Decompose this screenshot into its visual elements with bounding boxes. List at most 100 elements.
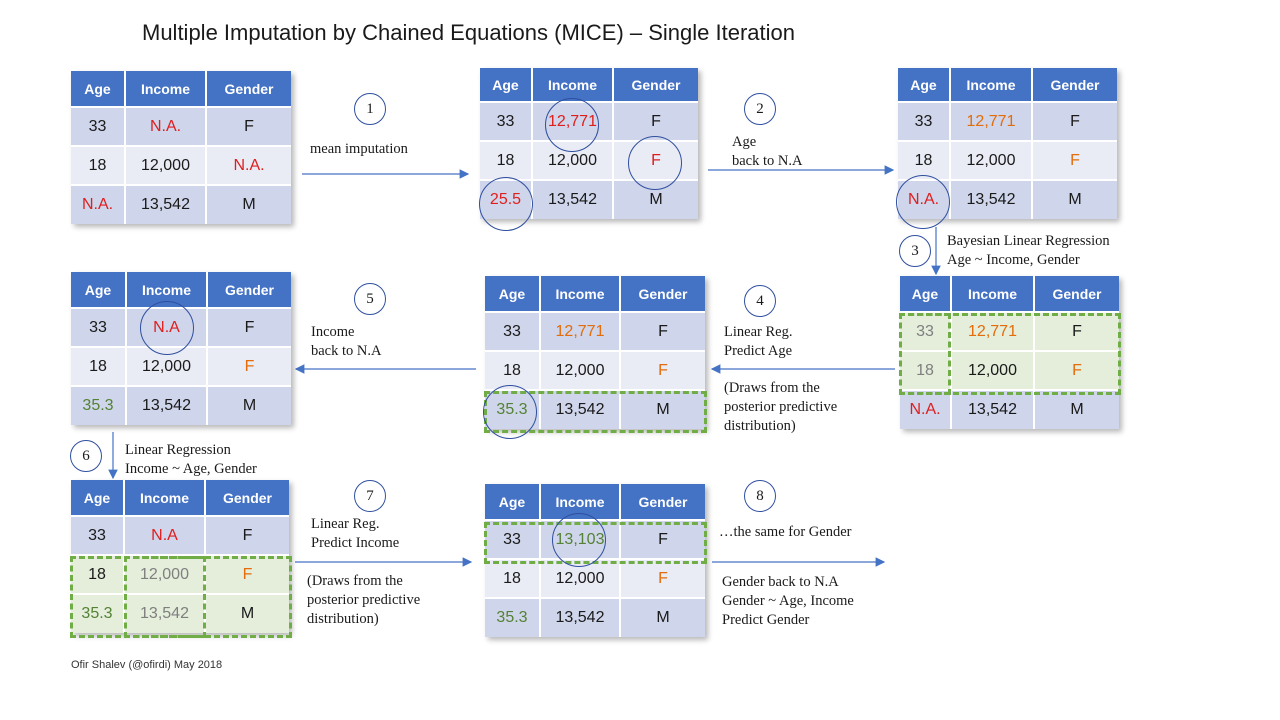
step-8-note: …the same for Gender	[719, 523, 851, 542]
cell-training: 13,542	[124, 593, 206, 633]
col-header-gender: Gender	[1032, 68, 1117, 102]
col-header-income: Income	[950, 68, 1033, 102]
col-header-age: Age	[480, 68, 533, 102]
step-marker-4: 4	[744, 285, 776, 317]
cell: 18	[485, 558, 541, 598]
col-header-age: Age	[900, 276, 952, 312]
step-3-note: Bayesian Linear Regression Age ~ Income,…	[947, 232, 1110, 270]
cell: 33	[71, 307, 127, 347]
step-marker-2: 2	[744, 93, 776, 125]
cell: 18	[480, 140, 533, 180]
table-age-regression: Age Income Gender 33 12,771 F 18 12,000 F N.A.…	[900, 276, 1119, 429]
cell: 33	[485, 311, 541, 351]
note-line: Linear Reg.	[724, 324, 793, 340]
cell-missing: N.A.	[125, 106, 207, 146]
step-2-note: Age back to N.A	[732, 133, 802, 171]
cell: 13,542	[532, 179, 614, 219]
cell-training: 12,771	[951, 311, 1035, 351]
step-marker-8: 8	[744, 480, 776, 512]
cell-imputed: 12,771	[950, 101, 1033, 141]
table-age-predicted: Age Income Gender 33 12,771 F 18 12,000 F 35.3…	[485, 276, 705, 429]
cell: 13,542	[125, 184, 207, 224]
step-marker-7: 7	[354, 480, 386, 512]
cell-imputed: F	[613, 140, 698, 180]
note-line: Bayesian Linear Regression	[947, 233, 1110, 249]
cell: M	[620, 597, 705, 637]
cell: 18	[71, 145, 126, 185]
cell-training: F	[205, 554, 289, 594]
step-5-note: Income back to N.A	[311, 323, 381, 361]
table-income-predicted: Age Income Gender 33 13,103 F 18 12,000 F 35.3…	[485, 484, 705, 637]
col-header-income: Income	[532, 68, 614, 102]
cell: F	[620, 519, 705, 559]
col-header-income: Income	[540, 484, 621, 520]
note-line: Linear Reg.	[311, 516, 380, 532]
cell: 12,000	[540, 558, 621, 598]
cell: M	[206, 184, 291, 224]
col-header-gender: Gender	[613, 68, 698, 102]
step-7-subnote: (Draws from the posterior predictive dis…	[307, 572, 420, 629]
note-line: Age ~ Income, Gender	[947, 252, 1080, 268]
cell: M	[1034, 389, 1119, 429]
note-line: (Draws from the	[724, 380, 820, 396]
cell-training: M	[205, 593, 289, 633]
cell-imputed: 12,771	[532, 101, 614, 141]
table-income-regression: Age Income Gender 33 N.A F 18 12,000 F 35.3 13,…	[71, 480, 289, 633]
table-mean-imputed: Age Income Gender 33 12,771 F 18 12,000 F 25.5…	[480, 68, 698, 219]
col-header-age: Age	[485, 276, 541, 312]
step-1-note: mean imputation	[310, 140, 408, 159]
col-header-gender: Gender	[620, 276, 705, 312]
cell-training: F	[1034, 311, 1119, 351]
col-header-income: Income	[951, 276, 1035, 312]
cell-predicted: 35.3	[485, 597, 541, 637]
cell-missing: N.A	[126, 307, 208, 347]
cell: 12,000	[540, 350, 621, 390]
note-line: distribution)	[307, 611, 379, 627]
note-line: back to N.A	[311, 343, 382, 359]
note-line: Gender back to N.A	[722, 574, 839, 590]
cell: M	[207, 385, 291, 425]
col-header-income: Income	[126, 272, 208, 308]
cell: 33	[485, 519, 541, 559]
cell: 13,542	[951, 389, 1035, 429]
col-header-age: Age	[71, 272, 127, 308]
step-7-note: Linear Reg. Predict Income	[311, 515, 399, 553]
note-line: Gender ~ Age, Income	[722, 593, 854, 609]
col-header-gender: Gender	[1034, 276, 1119, 312]
cell: 12,000	[126, 346, 208, 386]
step-marker-5: 5	[354, 283, 386, 315]
cell: F	[1032, 101, 1117, 141]
cell: 13,542	[540, 597, 621, 637]
cell-training: 18	[900, 350, 952, 390]
col-header-gender: Gender	[207, 272, 291, 308]
cell: M	[613, 179, 698, 219]
cell-training: 12,000	[951, 350, 1035, 390]
note-line: Age	[732, 134, 757, 150]
note-line: Income	[311, 324, 355, 340]
cell: F	[205, 515, 289, 555]
cell-imputed: 12,771	[540, 311, 621, 351]
note-line: posterior predictive	[724, 399, 838, 415]
cell: M	[620, 389, 705, 429]
note-line: Income ~ Age, Gender	[125, 461, 257, 477]
cell-missing: N.A.	[206, 145, 291, 185]
col-header-income: Income	[124, 480, 206, 516]
col-header-income: Income	[125, 71, 207, 107]
note-line: …the same for Gender	[719, 524, 852, 540]
cell: 13,542	[540, 389, 621, 429]
col-header-gender: Gender	[205, 480, 289, 516]
note-line: Predict Gender	[722, 612, 810, 628]
cell-predicted: 13,103	[540, 519, 621, 559]
cell: M	[1032, 179, 1117, 219]
cell: 33	[480, 101, 533, 141]
cell: 12,000	[532, 140, 614, 180]
cell-imputed: F	[1032, 140, 1117, 180]
cell: 12,000	[125, 145, 207, 185]
step-marker-3: 3	[899, 235, 931, 267]
cell-predicted: 35.3	[485, 389, 541, 429]
note-line: (Draws from the	[307, 573, 403, 589]
step-4-subnote: (Draws from the posterior predictive dis…	[724, 379, 837, 436]
cell: 13,542	[950, 179, 1033, 219]
cell: F	[206, 106, 291, 146]
cell: 33	[71, 106, 126, 146]
